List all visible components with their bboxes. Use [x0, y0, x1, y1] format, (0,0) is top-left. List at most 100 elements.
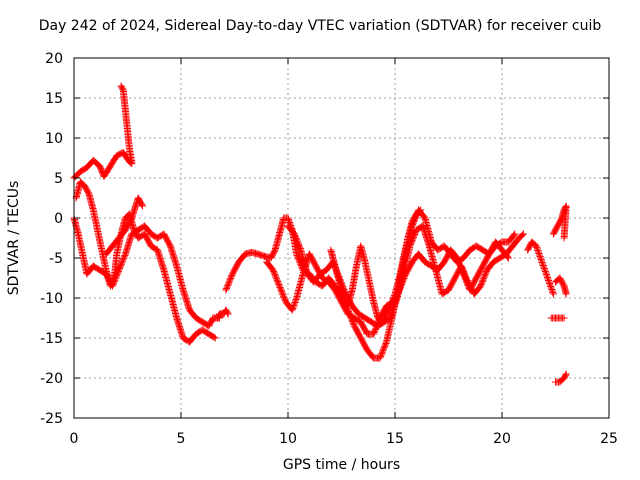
- plus-marker: [226, 276, 234, 284]
- plus-marker: [112, 273, 120, 281]
- plus-marker: [535, 250, 543, 257]
- plus-marker: [116, 263, 124, 271]
- plus-marker: [371, 327, 379, 335]
- y-tick-label: 5: [54, 171, 63, 187]
- plus-marker: [280, 292, 287, 300]
- data-points: [70, 82, 570, 386]
- y-tick-label: 20: [45, 51, 63, 67]
- plus-marker: [109, 281, 117, 288]
- plus-marker: [128, 158, 136, 166]
- plus-marker: [223, 283, 231, 291]
- plus-marker: [547, 284, 555, 292]
- plus-marker: [273, 275, 280, 283]
- plus-marker: [270, 268, 278, 275]
- plus-marker: [269, 266, 277, 274]
- plus-marker: [295, 242, 303, 250]
- plus-marker: [377, 353, 385, 360]
- plus-marker: [560, 314, 568, 322]
- plus-marker: [381, 342, 389, 350]
- plus-marker: [459, 265, 466, 273]
- plus-marker: [296, 243, 304, 251]
- plus-marker: [477, 282, 485, 290]
- plus-marker: [481, 272, 489, 280]
- plus-marker: [540, 263, 548, 271]
- plus-marker: [349, 319, 357, 327]
- plus-marker: [478, 279, 486, 287]
- plus-marker: [121, 252, 129, 259]
- plus-marker: [461, 271, 469, 279]
- plus-marker: [462, 274, 470, 282]
- x-tick-label: 5: [177, 431, 186, 447]
- y-axis-label: SDTVAR / TECUs: [6, 180, 22, 296]
- plus-marker: [120, 253, 128, 261]
- y-tick-label: -20: [40, 371, 63, 387]
- plus-marker: [545, 277, 552, 284]
- plus-marker: [417, 206, 425, 214]
- plus-marker: [562, 371, 569, 379]
- series-track-c: [72, 178, 219, 346]
- series-track-m: [547, 314, 568, 322]
- plus-marker: [378, 350, 386, 358]
- plus-marker: [279, 291, 287, 299]
- plus-marker: [113, 270, 121, 278]
- plus-marker: [119, 256, 127, 264]
- plus-marker: [376, 354, 384, 362]
- plus-marker: [388, 298, 396, 305]
- axis-ticks: [73, 57, 610, 419]
- series-track-j: [524, 238, 557, 298]
- plus-marker: [211, 334, 219, 342]
- x-tick-label: 10: [279, 431, 297, 447]
- plus-marker: [459, 266, 467, 274]
- plus-marker: [511, 230, 519, 238]
- plus-marker: [455, 258, 463, 266]
- y-tick-label: -10: [40, 291, 63, 307]
- series-track-a: [70, 148, 136, 182]
- plus-marker: [534, 247, 542, 254]
- plus-marker: [278, 288, 286, 296]
- plus-marker: [110, 278, 118, 286]
- plus-marker: [113, 272, 121, 280]
- series-track-h: [284, 222, 527, 330]
- plus-marker: [411, 229, 419, 237]
- plus-marker: [295, 256, 303, 264]
- x-tick-label: 20: [493, 431, 511, 447]
- plus-marker: [117, 262, 125, 270]
- plus-marker: [380, 345, 387, 353]
- plus-marker: [454, 257, 462, 265]
- plus-marker: [111, 275, 119, 283]
- plus-marker: [293, 237, 301, 245]
- plus-marker: [519, 230, 527, 238]
- series-track-k: [552, 274, 570, 298]
- plus-marker: [460, 268, 468, 276]
- plus-marker: [277, 286, 285, 294]
- plus-marker: [463, 275, 471, 283]
- plus-marker: [272, 273, 280, 281]
- plus-marker: [223, 309, 231, 317]
- plus-marker: [518, 231, 526, 239]
- plus-marker: [210, 333, 218, 341]
- y-tick-label: 10: [45, 131, 63, 147]
- plus-marker: [271, 270, 279, 278]
- plus-marker: [549, 290, 557, 298]
- plus-marker: [294, 253, 302, 261]
- series-track-e: [102, 194, 146, 258]
- y-tick-label: -15: [40, 331, 63, 347]
- plus-marker: [562, 290, 570, 298]
- plus-marker: [532, 242, 540, 250]
- plus-marker: [295, 240, 302, 248]
- plus-marker: [541, 268, 549, 275]
- plus-marker: [562, 370, 570, 378]
- plus-marker: [387, 302, 395, 310]
- plus-marker: [409, 235, 417, 243]
- plus-marker: [480, 273, 488, 281]
- plus-marker: [276, 284, 284, 291]
- y-tick-label: -5: [49, 251, 63, 267]
- plus-marker: [115, 266, 123, 274]
- plus-marker: [289, 305, 297, 312]
- plus-marker: [370, 330, 378, 338]
- plus-marker: [274, 279, 282, 287]
- plus-marker: [118, 257, 126, 265]
- plus-marker: [215, 311, 223, 319]
- plot-frame: [73, 57, 610, 419]
